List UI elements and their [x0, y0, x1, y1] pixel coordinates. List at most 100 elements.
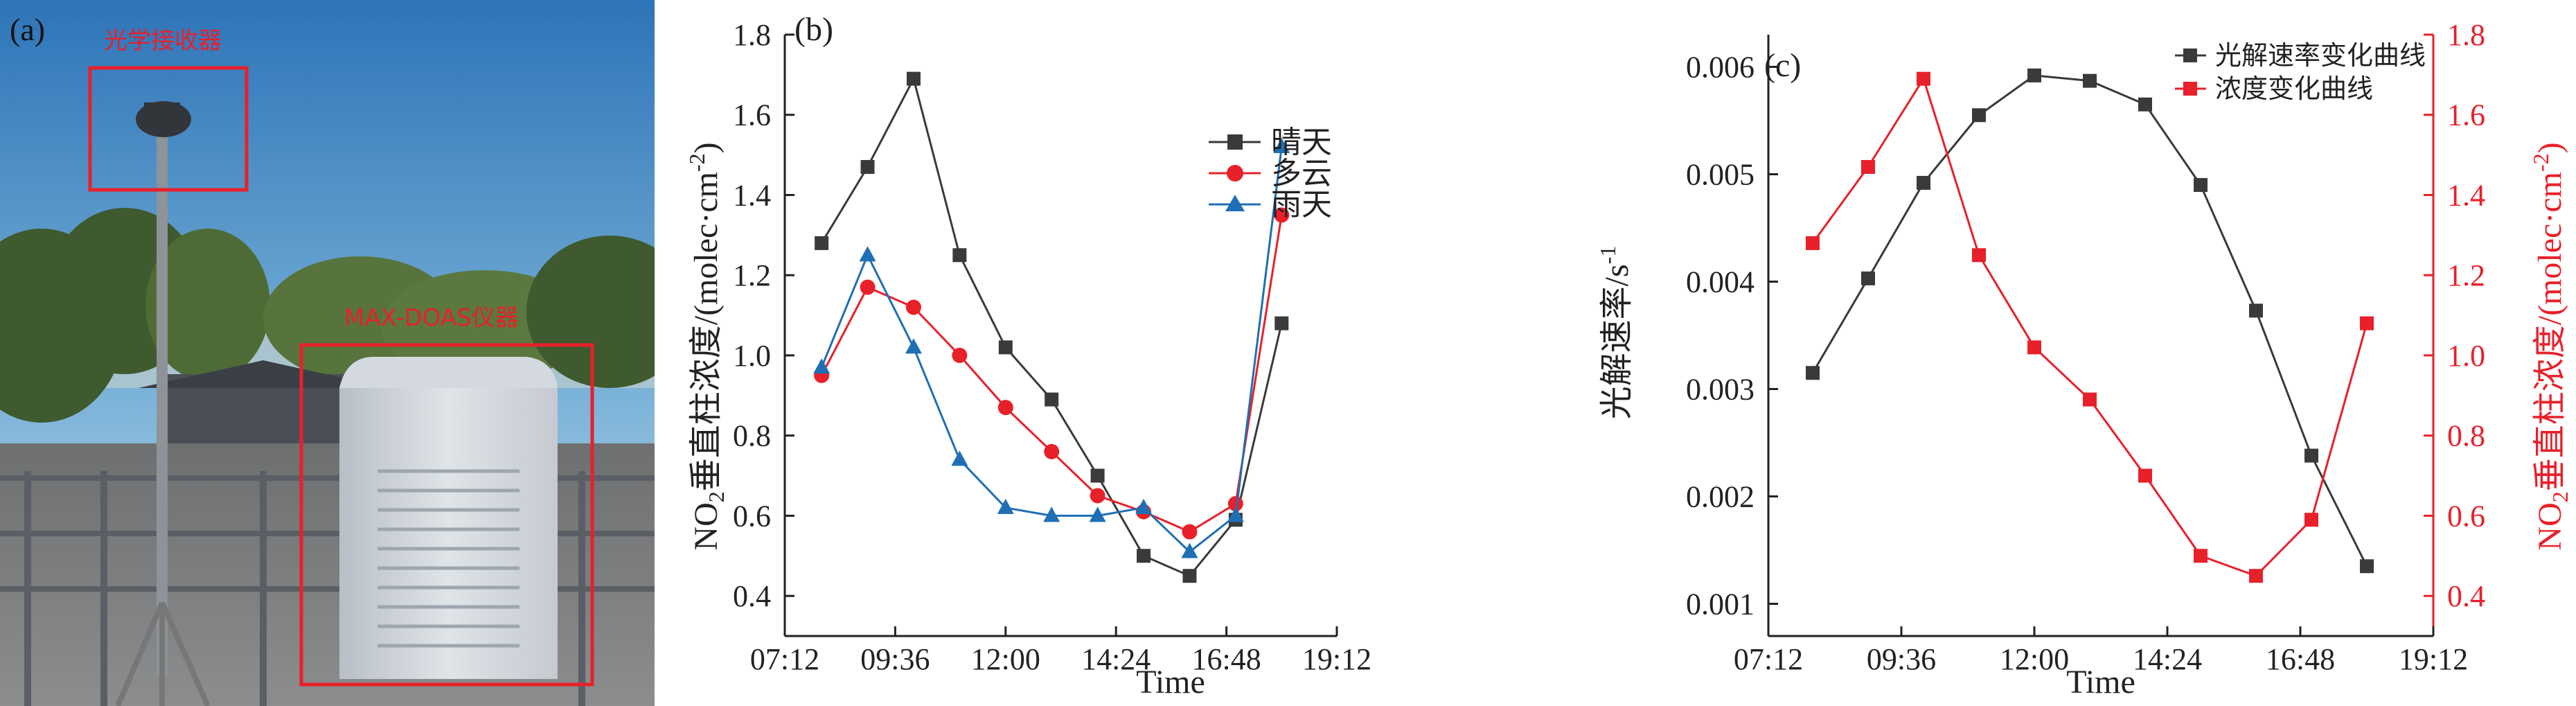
y-right-tick-label: 0.8 [2447, 419, 2485, 453]
photolysis-series-point [1972, 108, 1986, 123]
x-tick-label: 14:24 [2133, 642, 2202, 676]
no2-weather-chart: 07:12 09:36 12:00 14:24 16:48 19:12 0.4 0.6 0.8 1… [684, 11, 1371, 700]
y-axis-title: NO2垂直柱浓度/(molec·cm-2) [684, 142, 729, 550]
y-right-tick-label: 0.4 [2447, 579, 2485, 613]
y-left-tick-label: 0.002 [1686, 480, 1755, 514]
sunny-series-point [906, 71, 921, 86]
x-tick-label: 12:00 [2000, 642, 2069, 676]
receiver-highlight-box [88, 66, 249, 192]
rainy-series-point [1043, 506, 1060, 522]
rainy-series-point [1273, 138, 1290, 154]
receiver-annotation: 光学接收器 [104, 27, 222, 55]
x-tick-label: 09:36 [1867, 642, 1936, 676]
y-right-tick-label: 0.6 [2447, 499, 2485, 533]
photo-panel: (a) 光学接收器 MAX-DOAS仪器 [0, 0, 655, 706]
concentration-series-point [1917, 71, 1930, 86]
rainy-series-point [859, 246, 876, 262]
y-right-tick-label: 1.0 [2447, 339, 2485, 373]
x-tick-label: 19:12 [1302, 642, 1371, 676]
x-tick-label: 12:00 [971, 642, 1040, 676]
concentration-series-point [2194, 549, 2208, 563]
photolysis-series-point [2304, 448, 2318, 463]
photolysis-series-point [2249, 303, 2263, 318]
y-tick-label: 0.8 [733, 419, 771, 453]
sunny-series-point [1182, 569, 1197, 583]
x-tick-label: 07:12 [1734, 642, 1803, 676]
y-tick-label: 1.4 [733, 178, 771, 212]
legend: 光解速率变化曲线 浓度变化曲线 [2175, 40, 2426, 104]
cloudy-series-point [905, 299, 921, 315]
concentration-series-point [2027, 340, 2041, 355]
legend-label-cloudy: 多云 [1271, 156, 1332, 191]
concentration-series-point [1972, 248, 1986, 263]
x-axis-title: Time [1136, 664, 1205, 700]
rainy-series-point [951, 450, 968, 466]
chart-b-panel: 07:12 09:36 12:00 14:24 16:48 19:12 0.4 0.6 0.8 1… [655, 0, 1576, 706]
y-left-tick-label: 0.005 [1686, 158, 1755, 192]
legend-label-concentration: 浓度变化曲线 [2215, 73, 2373, 104]
concentration-series-point [2360, 316, 2374, 330]
rainy-series-line [820, 146, 1283, 554]
sunny-series-point [1274, 316, 1289, 330]
concentration-series-point [1806, 236, 1820, 250]
rainy-series-point [813, 358, 830, 374]
x-tick-label: 09:36 [860, 642, 930, 676]
instrument-photo: (a) 光学接收器 MAX-DOAS仪器 [0, 0, 655, 706]
sunny-series-point [1137, 549, 1151, 563]
rainy-series-point [905, 338, 922, 354]
concentration-series-point [1861, 159, 1875, 174]
x-tick-label: 07:12 [750, 642, 819, 676]
photolysis-series-point [2194, 178, 2208, 192]
legend-label-rainy: 雨天 [1271, 187, 1332, 222]
legend: 晴天 多云 雨天 [1209, 125, 1332, 222]
x-tick-label: 16:48 [1191, 642, 1261, 676]
y-left-tick-label: 0.004 [1686, 265, 1755, 299]
cloudy-series-point [1090, 488, 1105, 504]
rainy-series-point [1181, 542, 1198, 558]
y-right-tick-label: 1.8 [2447, 18, 2485, 52]
legend-marker-concentration [2183, 82, 2197, 96]
sunny-series-point [998, 340, 1013, 355]
legend-marker-rainy [1225, 195, 1245, 211]
concentration-series-point [2138, 468, 2152, 483]
panel-label-c: (c) [1764, 47, 1801, 84]
y-left-tick-label: 0.001 [1686, 588, 1755, 621]
y-left-tick-label: 0.003 [1686, 373, 1755, 407]
photolysis-series-point [2083, 73, 2097, 88]
panel-label-b: (b) [794, 11, 833, 48]
photolysis-rate-chart: 07:12 09:36 12:00 14:24 16:48 19:12 0.001 0.002… [1595, 18, 2573, 700]
x-tick-label: 16:48 [2266, 642, 2335, 676]
rainy-series-point [1227, 506, 1244, 522]
y-tick-label: 0.4 [733, 579, 771, 613]
sunny-series-point [860, 159, 875, 174]
photolysis-series-point [2138, 97, 2152, 112]
photolysis-series-point [1917, 175, 1930, 190]
x-tick-label: 19:12 [2399, 642, 2468, 676]
legend-marker-photolysis [2183, 48, 2197, 62]
legend-label-sunny: 晴天 [1271, 125, 1332, 160]
y-tick-label: 1.2 [733, 258, 771, 292]
sunny-series-point [815, 236, 829, 250]
x-axis-title: Time [2066, 664, 2135, 700]
sunny-series-point [1045, 392, 1059, 407]
legend-marker-sunny [1227, 134, 1243, 150]
y-right-tick-label: 1.4 [2447, 178, 2485, 212]
y-axis-left-title: 光解速率/s-1 [1595, 246, 1635, 420]
y-left-tick-label: 0.006 [1686, 51, 1755, 85]
cloudy-series-point [860, 279, 876, 295]
sunny-series-line [820, 76, 1283, 578]
y-right-tick-label: 1.2 [2447, 258, 2485, 292]
concentration-series-point [2304, 513, 2318, 527]
photolysis-series-line [1811, 74, 2368, 567]
sunny-series-point [952, 248, 967, 263]
y-right-tick-label: 1.6 [2447, 98, 2485, 132]
cloudy-series-point [952, 347, 968, 363]
instrument-highlight-box [299, 343, 594, 687]
y-tick-label: 1.8 [733, 18, 771, 52]
legend-marker-cloudy [1227, 165, 1243, 182]
concentration-series-line [1811, 76, 2368, 577]
x-tick-label: 14:24 [1081, 642, 1151, 676]
y-tick-label: 1.0 [733, 339, 771, 373]
chart-c-panel: 07:12 09:36 12:00 14:24 16:48 19:12 0.001 0.002… [1576, 0, 2576, 706]
concentration-series-point [2249, 569, 2263, 583]
